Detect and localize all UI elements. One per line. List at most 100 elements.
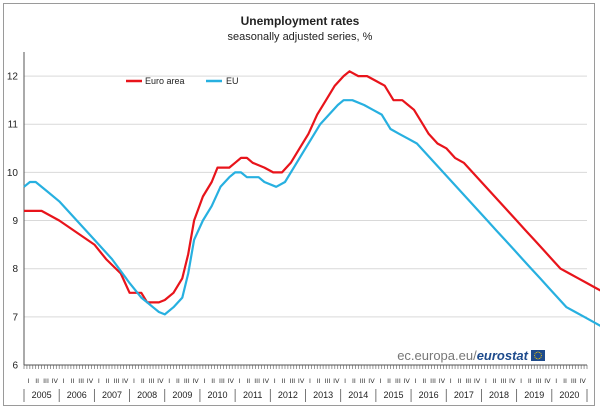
- quarter-label: II: [422, 377, 426, 385]
- quarter-label: I: [415, 377, 417, 385]
- quarter-label: I: [133, 377, 135, 385]
- flag-star: [537, 358, 539, 360]
- quarter-label: II: [387, 377, 391, 385]
- quarter-label: III: [360, 377, 366, 385]
- quarter-label: II: [70, 377, 74, 385]
- flag-star: [540, 354, 542, 357]
- quarter-label: IV: [544, 377, 551, 385]
- quarter-label: I: [379, 377, 381, 385]
- quarter-label: IV: [368, 377, 375, 385]
- quarter-label: II: [317, 377, 321, 385]
- quarter-label: II: [493, 377, 497, 385]
- quarter-label: IV: [579, 377, 586, 385]
- source-credit: ec.europa.eu/eurostat: [397, 348, 545, 363]
- year-label: 2018: [489, 390, 509, 400]
- eu-flag-icon: [531, 350, 545, 361]
- chart-frame: [3, 3, 595, 406]
- quarter-label: III: [395, 377, 401, 385]
- year-label: 2017: [454, 390, 474, 400]
- chart-title: Unemployment rates: [241, 14, 360, 28]
- series-line-eu: [23, 99, 600, 327]
- source-text[interactable]: ec.europa.eu/eurostat: [397, 348, 528, 363]
- year-label: 2010: [208, 390, 228, 400]
- legend-label-euro-area: Euro area: [145, 76, 185, 86]
- gridlines: [24, 75, 587, 366]
- quarter-label: I: [344, 377, 346, 385]
- y-tick-label: 8: [12, 264, 18, 275]
- flag-star: [534, 354, 536, 357]
- quarter-label: IV: [298, 377, 305, 385]
- quarter-label: III: [113, 377, 119, 385]
- quarter-label: II: [246, 377, 250, 385]
- flag-star: [540, 353, 542, 355]
- quarter-label: I: [520, 377, 522, 385]
- year-label: 2020: [559, 390, 579, 400]
- y-tick-label: 11: [8, 120, 19, 131]
- year-label: 2011: [243, 390, 262, 400]
- series-lines: [23, 70, 600, 327]
- legend-label-eu: EU: [226, 76, 239, 86]
- quarter-label: IV: [439, 377, 446, 385]
- y-tick-label: 9: [12, 216, 18, 227]
- quarter-label: IV: [52, 377, 59, 385]
- quarter-label: IV: [509, 377, 516, 385]
- year-label: 2008: [137, 390, 157, 400]
- quarter-label: II: [106, 377, 110, 385]
- quarter-label: II: [141, 377, 145, 385]
- quarter-label: III: [184, 377, 190, 385]
- year-label: 2019: [524, 390, 544, 400]
- flag-star: [534, 353, 536, 355]
- flag-star: [535, 357, 537, 359]
- quarter-label: III: [325, 377, 331, 385]
- quarter-label: III: [501, 377, 507, 385]
- quarter-label: IV: [403, 377, 410, 385]
- quarter-label: II: [458, 377, 462, 385]
- y-axis: 6 7 8 9 10 11 12: [7, 52, 25, 372]
- chart-subtitle: seasonally adjusted series, %: [228, 31, 373, 43]
- quarter-label: III: [536, 377, 542, 385]
- year-label: 2009: [172, 390, 192, 400]
- year-label: 2016: [419, 390, 439, 400]
- quarter-label: II: [528, 377, 532, 385]
- year-label: 2013: [313, 390, 333, 400]
- flag-star: [539, 352, 541, 354]
- quarter-label: I: [485, 377, 487, 385]
- quarter-label: I: [27, 377, 29, 385]
- quarter-label: III: [289, 377, 295, 385]
- series-line-euro-area: [24, 70, 600, 304]
- year-label: 2005: [32, 390, 52, 400]
- quarter-label: I: [239, 377, 241, 385]
- flag-star: [539, 357, 541, 359]
- source-brand: eurostat: [477, 348, 529, 363]
- year-label: 2006: [67, 390, 87, 400]
- source-site: ec.europa.eu/: [397, 348, 477, 363]
- quarter-label: II: [211, 377, 215, 385]
- quarter-label: II: [35, 377, 39, 385]
- y-tick-label: 12: [7, 72, 19, 83]
- quarter-label: I: [63, 377, 65, 385]
- quarter-label: III: [78, 377, 84, 385]
- flag-star: [534, 356, 536, 358]
- quarter-label: III: [430, 377, 436, 385]
- quarter-label: III: [254, 377, 260, 385]
- quarter-label: III: [465, 377, 471, 385]
- quarter-label: III: [571, 377, 577, 385]
- quarter-label: I: [168, 377, 170, 385]
- y-tick-label: 10: [7, 168, 19, 179]
- quarter-label: II: [282, 377, 286, 385]
- quarter-label: IV: [122, 377, 129, 385]
- y-tick-label: 6: [12, 361, 18, 372]
- legend: Euro area EU: [126, 76, 239, 86]
- quarter-label: I: [98, 377, 100, 385]
- quarter-label: I: [274, 377, 276, 385]
- year-label: 2012: [278, 390, 298, 400]
- quarter-label: IV: [192, 377, 199, 385]
- quarter-label: I: [309, 377, 311, 385]
- flag-star: [537, 351, 539, 353]
- quarter-label: I: [555, 377, 557, 385]
- y-tick-label: 7: [12, 312, 18, 323]
- quarter-label: III: [43, 377, 49, 385]
- quarter-label: III: [219, 377, 225, 385]
